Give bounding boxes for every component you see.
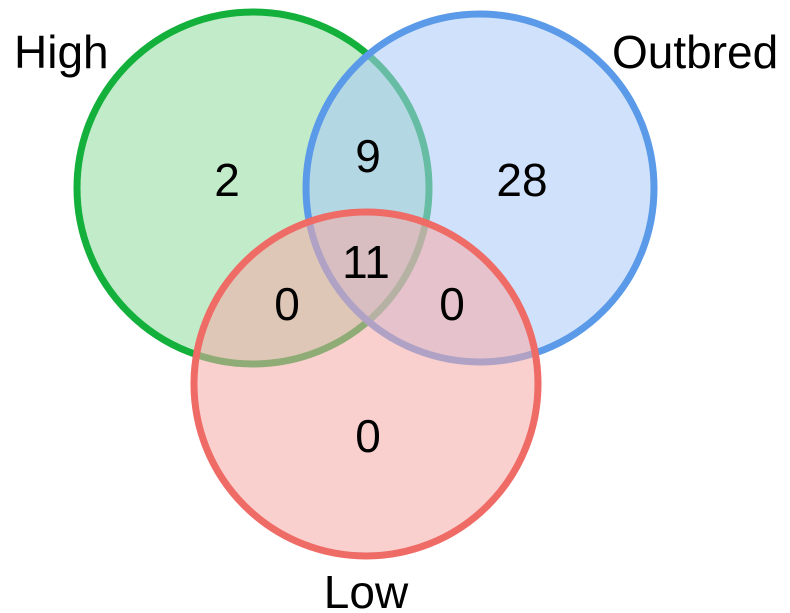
count-high-low: 0: [274, 278, 300, 330]
label-low: Low: [324, 566, 409, 613]
count-outbred-low: 0: [439, 278, 465, 330]
label-high: High: [14, 26, 109, 78]
count-low-only: 0: [355, 410, 381, 462]
count-high-only: 2: [214, 154, 240, 206]
label-outbred: Outbred: [612, 26, 778, 78]
count-outbred-only: 28: [496, 154, 547, 206]
count-all-three: 11: [342, 236, 390, 288]
circle-low: [190, 208, 542, 560]
count-high-outbred: 9: [355, 130, 381, 182]
